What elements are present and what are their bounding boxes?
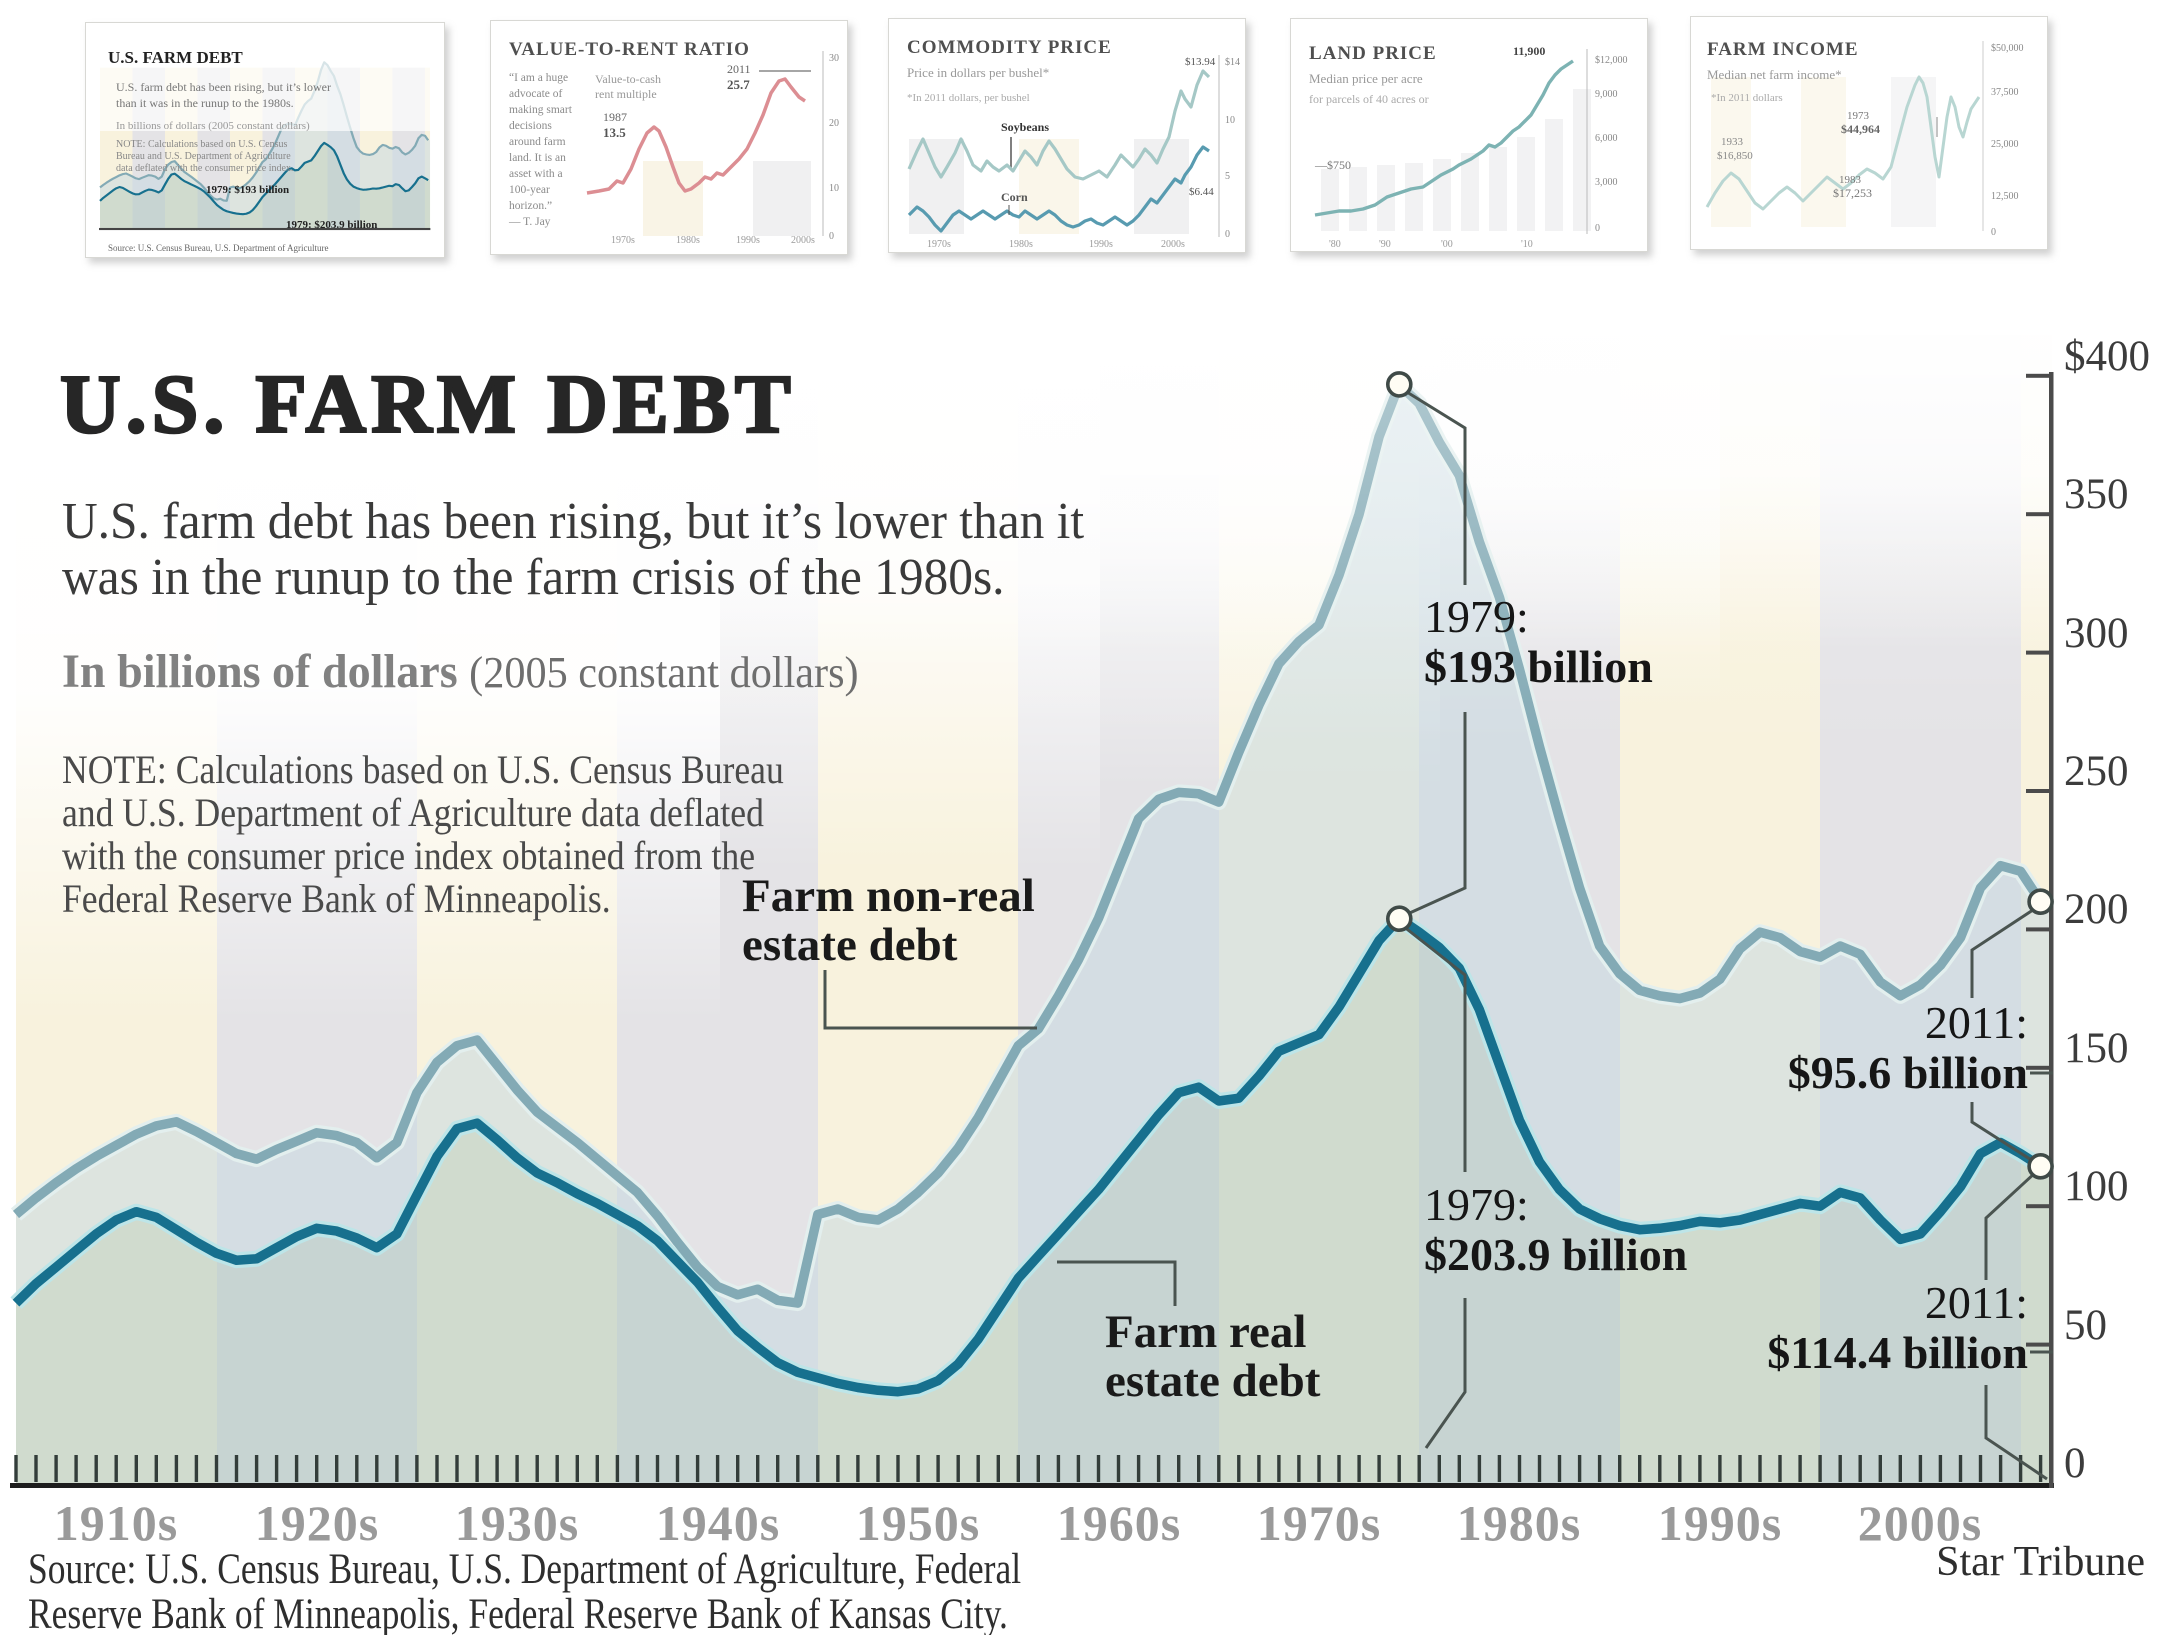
svg-text:30: 30	[829, 53, 839, 64]
svg-text:1990s: 1990s	[1089, 239, 1113, 250]
svg-text:100-year: 100-year	[509, 184, 550, 196]
svg-text:'90: '90	[1379, 239, 1391, 250]
svg-text:In billions of dollars (2005 c: In billions of dollars (2005 constant do…	[116, 120, 310, 132]
svg-text:Source: U.S. Census Bureau, U.: Source: U.S. Census Bureau, U.S. Departm…	[108, 243, 328, 253]
svg-text:U.S. farm debt has been rising: U.S. farm debt has been rising, but it’s…	[116, 80, 331, 94]
svg-text:Corn: Corn	[1001, 190, 1028, 204]
svg-text:0: 0	[1991, 227, 1996, 238]
svg-text:U.S. FARM DEBT: U.S. FARM DEBT	[108, 48, 243, 67]
svg-text:for parcels of 40 acres or: for parcels of 40 acres or	[1309, 92, 1429, 106]
svg-text:rent multiple: rent multiple	[595, 87, 657, 101]
svg-text:'10: '10	[1521, 239, 1533, 250]
svg-text:— T. Jay: — T. Jay	[508, 216, 551, 228]
svg-text:20: 20	[829, 118, 839, 129]
svg-text:*In 2011 dollars: *In 2011 dollars	[1711, 92, 1783, 104]
svg-text:around farm: around farm	[509, 136, 566, 148]
svg-text:1980s: 1980s	[1009, 239, 1033, 250]
svg-text:0: 0	[1225, 229, 1230, 240]
svg-text:“I am a huge: “I am a huge	[509, 72, 568, 84]
svg-text:horizon.”: horizon.”	[509, 200, 552, 212]
svg-text:advocate of: advocate of	[509, 88, 562, 100]
svg-text:VALUE-TO-RENT RATIO: VALUE-TO-RENT RATIO	[509, 39, 750, 60]
svg-text:—$750: —$750	[1314, 158, 1351, 172]
svg-text:COMMODITY PRICE: COMMODITY PRICE	[907, 37, 1112, 58]
svg-text:1987: 1987	[603, 110, 627, 124]
svg-text:13.5: 13.5	[603, 125, 626, 140]
svg-text:2000s: 2000s	[1161, 239, 1185, 250]
svg-text:$44,964: $44,964	[1841, 122, 1880, 136]
svg-text:25,000: 25,000	[1991, 139, 2019, 150]
svg-text:1970s: 1970s	[611, 235, 635, 246]
svg-text:$6.44: $6.44	[1189, 186, 1214, 198]
svg-text:NOTE: Calculations based on U.: NOTE: Calculations based on U.S. Census	[116, 139, 287, 150]
svg-text:$16,850: $16,850	[1717, 150, 1753, 162]
svg-text:decisions: decisions	[509, 120, 552, 132]
svg-text:10: 10	[829, 183, 839, 194]
svg-text:9,000: 9,000	[1595, 89, 1618, 100]
svg-text:6,000: 6,000	[1595, 133, 1618, 144]
svg-text:2011: 2011	[727, 62, 751, 76]
svg-text:Median price per acre: Median price per acre	[1309, 71, 1423, 86]
svg-text:1979: $203.9 billion: 1979: $203.9 billion	[286, 219, 377, 231]
svg-text:25.7: 25.7	[727, 77, 750, 92]
svg-text:1983: 1983	[1839, 174, 1862, 186]
svg-text:'80: '80	[1329, 239, 1341, 250]
svg-text:$12,000: $12,000	[1595, 55, 1628, 66]
svg-text:12,500: 12,500	[1991, 191, 2019, 202]
svg-text:FARM INCOME: FARM INCOME	[1707, 39, 1859, 60]
svg-text:making smart: making smart	[509, 104, 573, 116]
svg-text:3,000: 3,000	[1595, 177, 1618, 188]
svg-text:land. It is an: land. It is an	[509, 152, 566, 164]
svg-text:1979: $193 billion: 1979: $193 billion	[206, 184, 289, 196]
svg-text:5: 5	[1225, 171, 1230, 182]
svg-text:1980s: 1980s	[676, 235, 700, 246]
svg-text:1990s: 1990s	[736, 235, 760, 246]
svg-text:$17,253: $17,253	[1833, 186, 1872, 200]
svg-text:*In 2011 dollars, per bushel: *In 2011 dollars, per bushel	[907, 92, 1030, 104]
svg-text:data deflated with the consume: data deflated with the consumer price in…	[116, 163, 293, 174]
svg-text:37,500: 37,500	[1991, 87, 2019, 98]
svg-text:asset with a: asset with a	[509, 168, 563, 180]
svg-text:$50,000: $50,000	[1991, 43, 2024, 54]
svg-text:'00: '00	[1441, 239, 1453, 250]
svg-text:1970s: 1970s	[927, 239, 951, 250]
svg-text:11,900: 11,900	[1513, 44, 1545, 58]
svg-text:$13.94: $13.94	[1185, 56, 1216, 68]
svg-text:2000s: 2000s	[791, 235, 815, 246]
svg-text:Value-to-cash: Value-to-cash	[595, 72, 661, 86]
svg-text:than it was in the runup to th: than it was in the runup to the 1980s.	[116, 96, 294, 110]
svg-text:1933: 1933	[1721, 136, 1744, 148]
svg-text:Soybeans: Soybeans	[1001, 120, 1049, 134]
svg-text:1973: 1973	[1847, 110, 1870, 122]
svg-text:Price in dollars per bushel*: Price in dollars per bushel*	[907, 65, 1049, 80]
svg-text:Bureau and U.S. Department of: Bureau and U.S. Department of Agricultur…	[116, 151, 291, 162]
svg-text:0: 0	[829, 231, 834, 242]
svg-text:0: 0	[1595, 223, 1600, 234]
svg-text:10: 10	[1225, 115, 1235, 126]
svg-text:$14: $14	[1225, 57, 1240, 68]
svg-text:LAND PRICE: LAND PRICE	[1309, 43, 1437, 64]
svg-text:Median net farm income*: Median net farm income*	[1707, 67, 1842, 82]
